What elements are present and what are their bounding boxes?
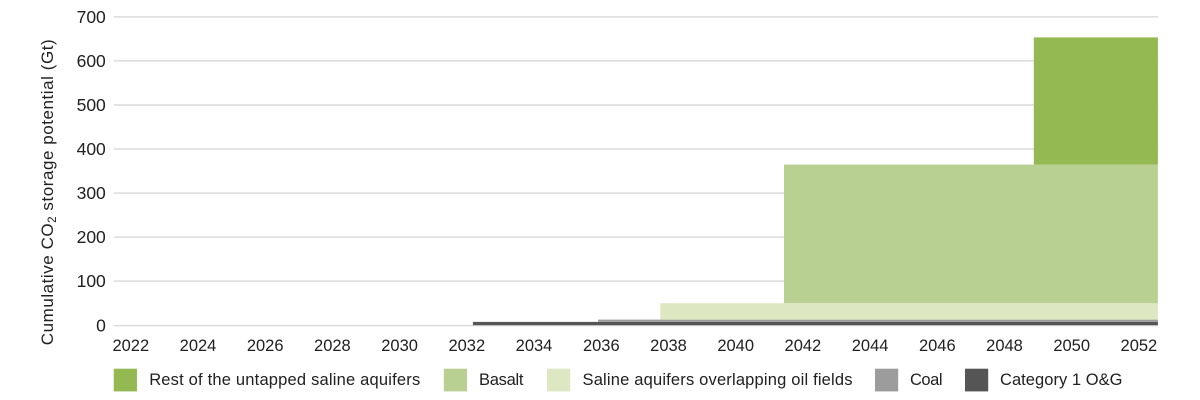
svg-text:2044: 2044 bbox=[852, 337, 889, 355]
svg-text:2046: 2046 bbox=[919, 337, 956, 355]
svg-text:700: 700 bbox=[77, 7, 106, 27]
svg-text:2052: 2052 bbox=[1121, 337, 1158, 355]
svg-text:2036: 2036 bbox=[583, 337, 620, 355]
svg-text:2024: 2024 bbox=[180, 337, 217, 355]
svg-text:2022: 2022 bbox=[112, 337, 149, 355]
svg-text:100: 100 bbox=[77, 271, 106, 291]
svg-text:400: 400 bbox=[77, 139, 106, 159]
svg-text:Saline aquifers overlapping oi: Saline aquifers overlapping oil fields bbox=[583, 371, 853, 389]
svg-text:2038: 2038 bbox=[650, 337, 687, 355]
svg-text:200: 200 bbox=[77, 227, 106, 247]
svg-text:2032: 2032 bbox=[448, 337, 485, 355]
svg-text:2030: 2030 bbox=[381, 337, 418, 355]
svg-text:2028: 2028 bbox=[314, 337, 351, 355]
svg-text:0: 0 bbox=[96, 316, 106, 336]
svg-text:2034: 2034 bbox=[516, 337, 553, 355]
svg-text:500: 500 bbox=[77, 95, 106, 115]
svg-text:Coal: Coal bbox=[910, 371, 943, 389]
svg-text:2026: 2026 bbox=[247, 337, 284, 355]
svg-text:2040: 2040 bbox=[717, 337, 754, 355]
svg-text:2048: 2048 bbox=[986, 337, 1023, 355]
svg-text:300: 300 bbox=[77, 183, 106, 203]
svg-text:2042: 2042 bbox=[785, 337, 822, 355]
svg-text:Rest of the untapped saline aq: Rest of the untapped saline aquifers bbox=[149, 371, 420, 389]
svg-text:600: 600 bbox=[77, 51, 106, 71]
svg-text:2050: 2050 bbox=[1053, 337, 1090, 355]
svg-text:Cumulative CO2 storage potenti: Cumulative CO2 storage potential (Gt) bbox=[38, 39, 59, 345]
svg-text:Basalt: Basalt bbox=[479, 371, 524, 389]
svg-text:Category 1 O&G: Category 1 O&G bbox=[1000, 371, 1123, 389]
